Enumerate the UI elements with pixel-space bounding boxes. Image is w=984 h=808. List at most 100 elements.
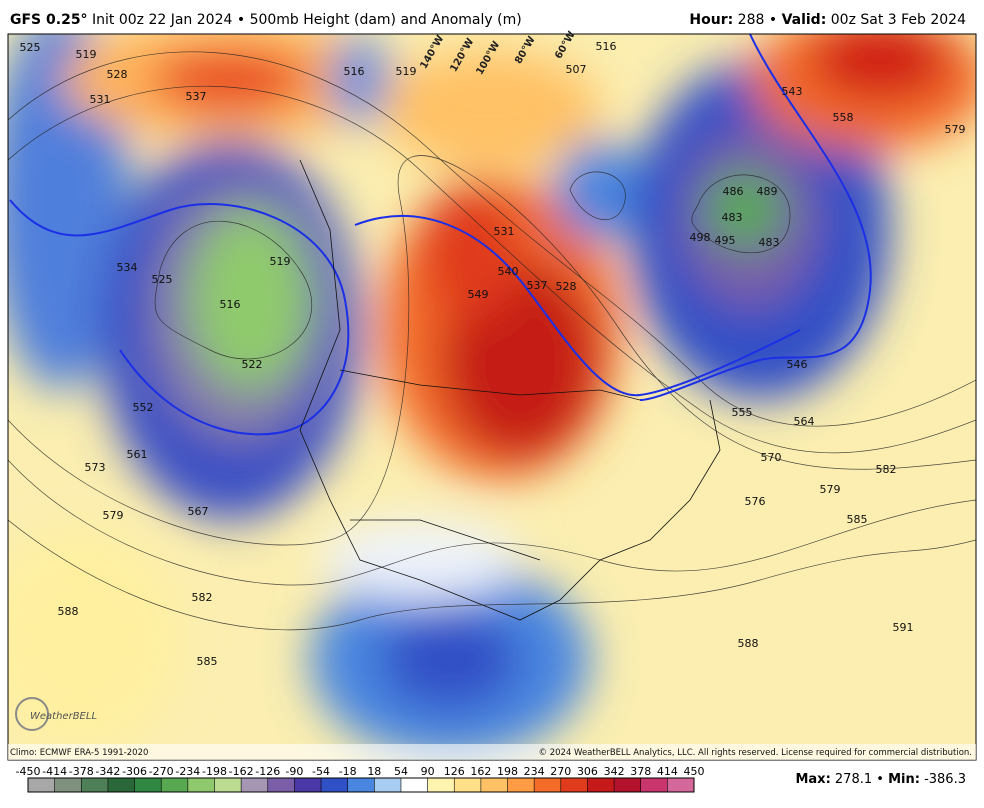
colorbar-swatch [161,778,188,792]
colorbar-swatch [454,778,481,792]
valid-label: Valid: [781,12,827,28]
contour-label: 582 [876,463,897,476]
colorbar-tick-label: 450 [684,765,705,778]
colorbar-swatch [480,778,508,792]
contour-label: 519 [396,65,417,78]
colorbar-swatch [267,778,295,792]
colorbar-swatch [81,778,108,792]
colorbar-swatch [427,778,455,792]
colorbar-tick-label: 270 [550,765,571,778]
model: GFS 0.25° [10,12,88,28]
contour-label: 525 [20,41,41,54]
hour: 288 [737,12,765,28]
contour-label: 498 [690,231,711,244]
colorbar-swatch [667,778,694,792]
contour-label: 495 [715,234,736,247]
colorbar-swatch [614,778,641,792]
colorbar-swatch [241,778,268,792]
contour-label: 573 [85,461,106,474]
contour-label: 588 [58,605,79,618]
colorbar-swatch [134,778,162,792]
contour-label: 552 [133,401,154,414]
contour-label: 579 [103,509,124,522]
contour-label: 528 [556,280,577,293]
contour-label: 561 [127,448,148,461]
contour-label: 585 [847,513,868,526]
contour-label: 519 [270,255,291,268]
contour-label: 588 [738,637,759,650]
contour-label: 570 [761,451,782,464]
colorbar-tick-label: -234 [175,765,200,778]
contour-label: 582 [192,591,213,604]
colorbar-tick-label: -126 [255,765,280,778]
colorbar-swatch [214,778,242,792]
colorbar-tick-label: 306 [577,765,598,778]
max-min: Max: 278.1 • Min: -386.3 [795,772,966,787]
contour-label: 576 [745,495,766,508]
546-line [639,34,872,401]
contour-label: 516 [220,298,241,311]
colorbar-tick-label: 234 [524,765,545,778]
contour-label: 483 [759,236,780,249]
footer-band [8,744,976,760]
contour-label: 516 [596,40,617,53]
height-contours [8,51,976,631]
contour-label: 543 [782,85,803,98]
borders [299,159,721,621]
separator: • [876,772,884,787]
hour-label: Hour: [689,12,734,28]
colorbar-tick-label: 342 [604,765,625,778]
contour-label: 486 [723,185,744,198]
contour-label: 507 [566,63,587,76]
contour-label: 585 [197,655,218,668]
contour-label: 555 [732,406,753,419]
min-label: Min: [888,772,920,787]
valid-time: Hour: 288 • Valid: 00z Sat 3 Feb 2024 [689,12,966,28]
contour-label: 564 [794,415,815,428]
colorbar-tick-label: 198 [497,765,518,778]
logo: WeatherBELL [15,697,97,731]
colorbar-tick-label: -54 [312,765,330,778]
colorbar-swatch [28,778,55,792]
colorbar-tick-label: -18 [339,765,357,778]
colorbar-tick-label: 18 [367,765,381,778]
colorbar-swatch [294,778,322,792]
contour-label: 549 [468,288,489,301]
colorbar-tick-label: -450 [16,765,41,778]
header: GFS 0.25° Init 00z 22 Jan 2024 • 500mb H… [0,0,984,34]
colorbar: -450 -414 -378 -342 -306 -270 -234 -198 -162 -126… [16,765,705,793]
contour-label: 534 [117,261,138,274]
max: 278.1 [834,772,873,787]
colorbar-tick-label: -414 [42,765,67,778]
colorbar-tick-label: 162 [470,765,491,778]
540-line [9,199,801,436]
contour-label: 591 [893,621,914,634]
product: 500mb Height (dam) and Anomaly (m) [249,12,522,28]
separator: • [236,12,246,28]
title: GFS 0.25° Init 00z 22 Jan 2024 • 500mb H… [10,12,522,28]
colorbar-tick-label: 54 [394,765,408,778]
colorbar-swatch [187,778,215,792]
colorbar-tick-label: -342 [95,765,120,778]
anomaly-blobs [8,34,976,760]
contour-label: 579 [945,123,966,136]
contour-label: 531 [90,93,111,106]
separator: • [768,12,778,28]
colorbar-swatch [321,778,348,792]
colorbar-swatch [107,778,135,792]
contour-label: 489 [757,185,778,198]
max-label: Max: [795,772,831,787]
contour-label: 531 [494,225,515,238]
valid: 00z Sat 3 Feb 2024 [830,12,966,28]
colorbar-swatch [374,778,401,792]
colorbar-swatch [640,778,668,792]
colorbar-swatch [400,778,428,792]
climo: Climo: ECMWF ERA-5 1991-2020 [10,748,148,758]
contour-label: 579 [820,483,841,496]
colorbar-tick-label: 414 [657,765,678,778]
contour-label: 516 [344,65,365,78]
colorbar-swatch [587,778,615,792]
contour-label: 546 [787,358,808,371]
